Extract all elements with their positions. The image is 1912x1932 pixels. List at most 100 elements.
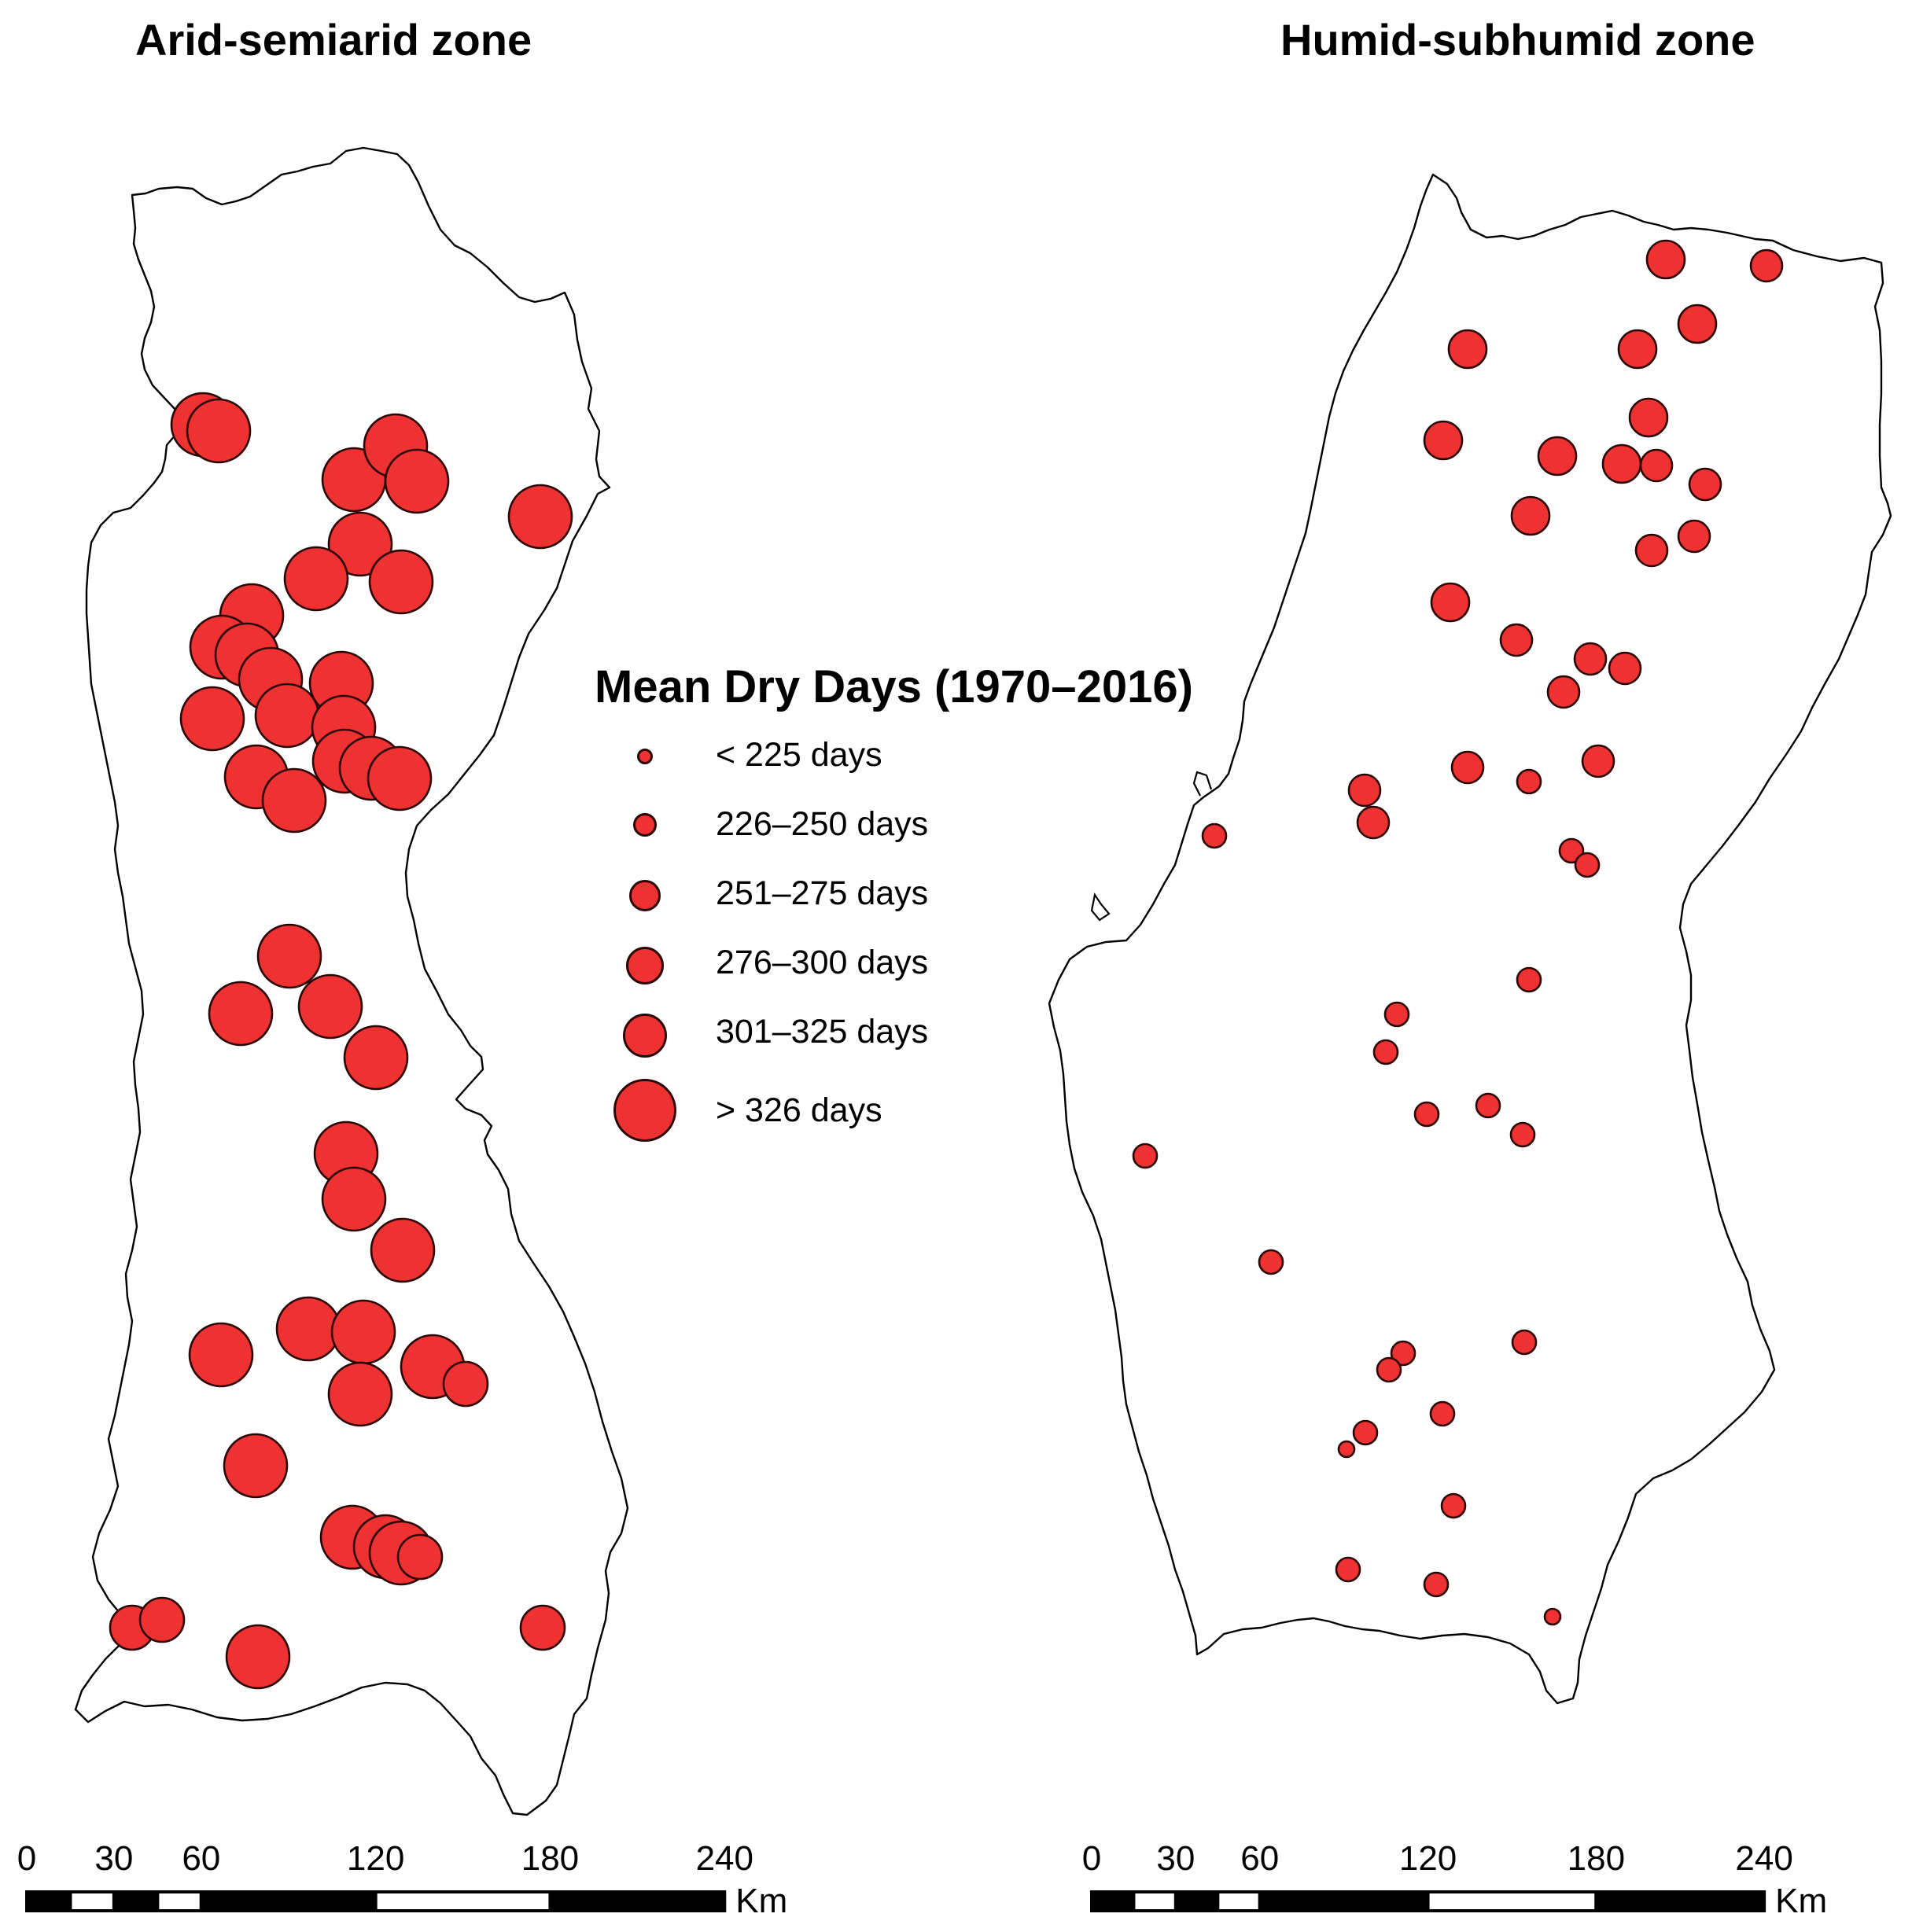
scale-tick-label-right: 30 bbox=[1156, 1839, 1195, 1878]
legend-label-class-6: > 326 days bbox=[716, 1091, 882, 1129]
station-marker bbox=[208, 981, 274, 1047]
station-marker bbox=[1475, 1092, 1501, 1119]
station-marker bbox=[1337, 1440, 1356, 1459]
scale-tick-label-left: 0 bbox=[17, 1839, 36, 1878]
scale-tick-label-left: 30 bbox=[94, 1839, 133, 1878]
legend-label-class-1: < 225 days bbox=[716, 736, 882, 774]
station-marker bbox=[1372, 1039, 1399, 1065]
station-marker bbox=[367, 745, 433, 811]
station-marker bbox=[1516, 768, 1542, 795]
station-marker bbox=[507, 484, 573, 550]
station-marker bbox=[1390, 1340, 1417, 1367]
scale-bar-segment-left bbox=[112, 1890, 160, 1912]
station-marker bbox=[1430, 582, 1471, 623]
station-marker bbox=[1423, 420, 1464, 461]
legend-symbol-class-5 bbox=[623, 1014, 667, 1058]
scale-tick-label-right: 240 bbox=[1735, 1839, 1792, 1878]
scale-bar-segment-right bbox=[1258, 1890, 1430, 1912]
scale-bar-segment-right bbox=[1216, 1890, 1262, 1912]
legend-symbol-class-4 bbox=[626, 947, 664, 984]
station-marker bbox=[283, 546, 349, 612]
station-marker bbox=[327, 1361, 393, 1427]
station-marker bbox=[1447, 329, 1488, 370]
station-marker bbox=[343, 1025, 409, 1091]
station-marker bbox=[1509, 1121, 1536, 1148]
station-marker bbox=[1258, 1249, 1284, 1275]
scale-bar-segment-left bbox=[374, 1890, 552, 1912]
station-marker bbox=[256, 923, 322, 989]
scale-tick-label-left: 240 bbox=[696, 1839, 753, 1878]
station-marker bbox=[223, 1433, 289, 1499]
station-marker bbox=[1510, 495, 1551, 536]
scale-bar-segment-left bbox=[199, 1890, 378, 1912]
station-marker bbox=[1413, 1101, 1440, 1128]
legend-symbol-class-6 bbox=[613, 1079, 676, 1142]
station-marker bbox=[1645, 239, 1686, 280]
station-marker bbox=[396, 1533, 444, 1581]
station-marker bbox=[1688, 467, 1722, 502]
station-marker bbox=[321, 1166, 387, 1232]
scale-tick-label-right: 0 bbox=[1082, 1839, 1101, 1878]
station-marker bbox=[1511, 1329, 1538, 1356]
scale-tick-label-right: 60 bbox=[1240, 1839, 1279, 1878]
station-marker bbox=[1608, 651, 1642, 686]
scale-bar-segment-right bbox=[1090, 1890, 1136, 1912]
station-marker bbox=[1546, 675, 1581, 709]
scale-bars: 0 30 60 120 180 240 Km 0 30 60 120 180 240 Km bbox=[17, 1839, 1827, 1920]
station-marker bbox=[261, 767, 327, 834]
arid-zone-stations bbox=[109, 392, 573, 1690]
estuary-detail bbox=[1090, 771, 1213, 922]
humid-zone-boundary bbox=[1048, 173, 1892, 1705]
legend-symbol-class-1 bbox=[637, 749, 653, 764]
station-marker bbox=[1617, 329, 1658, 370]
station-marker bbox=[1543, 1607, 1562, 1626]
station-marker bbox=[519, 1604, 566, 1651]
station-marker bbox=[1601, 443, 1642, 484]
scale-tick-label-right: 180 bbox=[1568, 1839, 1625, 1878]
station-marker bbox=[1352, 1419, 1379, 1446]
scale-tick-label-left: 60 bbox=[182, 1839, 220, 1878]
arid-zone-boundary bbox=[74, 146, 629, 1816]
station-marker bbox=[1132, 1143, 1159, 1169]
station-marker bbox=[1499, 623, 1534, 657]
station-marker bbox=[1440, 1492, 1467, 1519]
station-marker bbox=[1574, 852, 1601, 878]
station-marker bbox=[1581, 744, 1615, 778]
station-marker bbox=[442, 1360, 489, 1408]
scale-bar-segment-left bbox=[25, 1890, 72, 1912]
station-marker bbox=[370, 1217, 436, 1283]
scale-bar-segment-left bbox=[548, 1890, 727, 1912]
station-marker bbox=[1537, 436, 1578, 477]
scale-unit-label-right: Km bbox=[1775, 1882, 1827, 1920]
humid-zone-stations bbox=[1132, 239, 1784, 1626]
scale-bar-segment-right bbox=[1594, 1890, 1766, 1912]
legend-label-class-3: 251–275 days bbox=[716, 874, 929, 912]
arid-zone-title: Arid-semiarid zone bbox=[135, 15, 532, 64]
station-marker bbox=[1677, 304, 1718, 344]
station-marker bbox=[384, 448, 450, 514]
scale-tick-label-left: 180 bbox=[521, 1839, 579, 1878]
scale-bar-segment-left bbox=[68, 1890, 116, 1912]
station-marker bbox=[1677, 519, 1711, 554]
station-marker bbox=[1356, 805, 1391, 840]
station-marker bbox=[1639, 448, 1674, 483]
station-marker bbox=[1516, 966, 1542, 993]
station-marker bbox=[1634, 533, 1669, 568]
station-marker bbox=[138, 1596, 186, 1643]
scale-unit-label-left: Km bbox=[735, 1882, 787, 1920]
station-marker bbox=[1429, 1400, 1456, 1427]
legend-symbol-class-3 bbox=[629, 880, 661, 911]
station-marker bbox=[1376, 1356, 1402, 1383]
legend-label-class-5: 301–325 days bbox=[716, 1013, 929, 1051]
scale-bar-segment-right bbox=[1173, 1890, 1220, 1912]
station-marker bbox=[186, 398, 252, 464]
scale-bar-segment-left bbox=[156, 1890, 203, 1912]
station-marker bbox=[1347, 773, 1382, 808]
station-marker bbox=[1749, 248, 1784, 283]
station-marker bbox=[1628, 397, 1669, 438]
scale-bar-segment-right bbox=[1426, 1890, 1598, 1912]
station-marker bbox=[254, 683, 320, 749]
station-marker bbox=[297, 973, 363, 1040]
station-marker bbox=[368, 549, 434, 615]
